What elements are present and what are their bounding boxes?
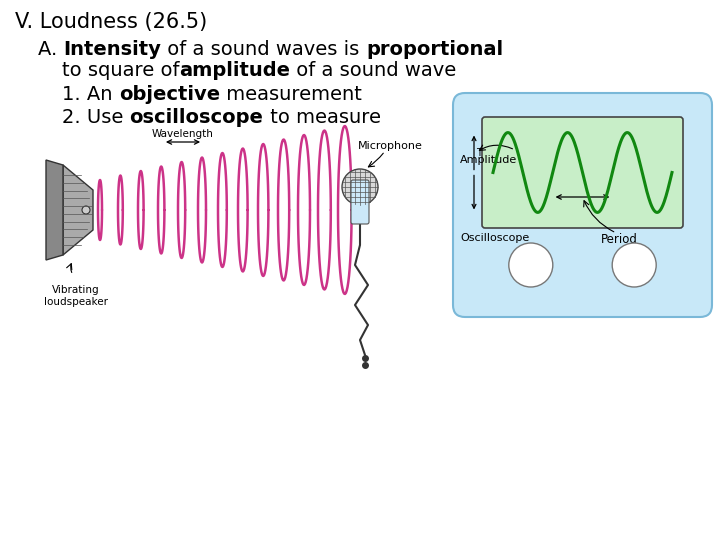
Text: Intensity: Intensity <box>63 40 161 59</box>
Text: Period: Period <box>601 233 638 246</box>
Text: of a sound waves is: of a sound waves is <box>161 40 366 59</box>
Polygon shape <box>63 165 93 255</box>
Text: Vibrating
loudspeaker: Vibrating loudspeaker <box>44 285 108 307</box>
Text: measurement: measurement <box>220 85 361 104</box>
Circle shape <box>509 243 553 287</box>
Text: V. Loudness (26.5): V. Loudness (26.5) <box>15 12 207 32</box>
FancyBboxPatch shape <box>482 117 683 228</box>
FancyBboxPatch shape <box>453 93 712 317</box>
Text: Microphone: Microphone <box>358 141 423 151</box>
Text: to square of: to square of <box>62 61 179 80</box>
Circle shape <box>342 169 378 205</box>
Circle shape <box>612 243 656 287</box>
Polygon shape <box>46 160 63 260</box>
FancyBboxPatch shape <box>351 180 369 224</box>
Circle shape <box>82 206 90 214</box>
Text: 2. Use: 2. Use <box>62 108 130 127</box>
Text: oscilloscope: oscilloscope <box>130 108 264 127</box>
Text: Amplitude: Amplitude <box>460 155 517 165</box>
Text: objective: objective <box>119 85 220 104</box>
Text: proportional: proportional <box>366 40 503 59</box>
Text: amplitude: amplitude <box>179 61 290 80</box>
Text: Wavelength: Wavelength <box>152 129 214 139</box>
Text: 1. An: 1. An <box>62 85 119 104</box>
Text: T: T <box>476 147 482 158</box>
Text: A.: A. <box>38 40 63 59</box>
Text: Oscilloscope: Oscilloscope <box>460 233 529 243</box>
Text: of a sound wave: of a sound wave <box>290 61 456 80</box>
Text: to measure: to measure <box>264 108 380 127</box>
